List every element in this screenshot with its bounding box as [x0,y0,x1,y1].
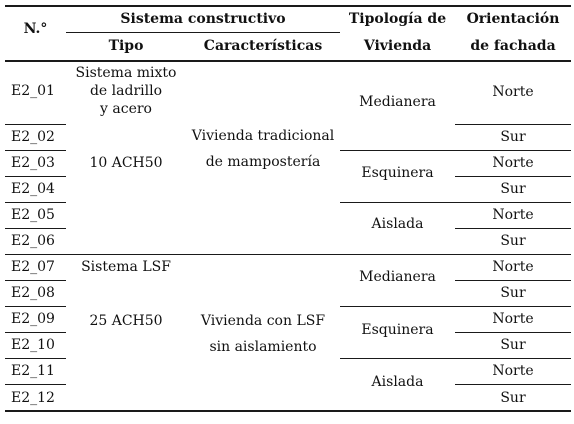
row-id: E2_05 [11,207,55,223]
group1-caract-line: de mampostería [205,154,321,170]
tipologia-rule [340,150,455,151]
row-id: E2_08 [11,285,55,301]
group1-tipo-line: de ladrillo [89,83,163,99]
orient-rule [455,384,571,385]
orient-rule [455,358,571,359]
orient-rule [455,280,571,281]
orient-rule [455,306,571,307]
row-rule [5,176,66,177]
row-id: E2_01 [11,83,55,99]
tipologia-cell: Medianera [359,269,436,285]
orient-rule [455,228,571,229]
orient-rule [455,332,571,333]
tipologia-cell: Medianera [359,94,436,110]
header-n: N.° [23,21,48,37]
group1-tipo-ach: 10 ACH50 [89,155,163,171]
group1-tipo-line: Sistema mixto [75,65,177,81]
group2-tipo-ach: 25 ACH50 [89,313,163,329]
header-bottom-rule [5,60,571,62]
row-id: E2_07 [11,259,55,275]
group2-tipo-line: Sistema LSF [81,259,171,275]
row-rule [5,150,66,151]
bottom-rule [5,410,571,412]
header-tipologia-line2: Vivienda [363,38,432,54]
orientacion-cell: Norte [492,363,534,379]
tipologia-cell: Esquinera [361,165,434,181]
tipologia-rule [340,358,455,359]
orientacion-cell: Norte [492,84,534,100]
header-orientacion-line1: Orientación [466,11,560,27]
orientacion-cell: Norte [492,207,534,223]
orientacion-cell: Sur [500,129,526,145]
row-id: E2_11 [11,363,55,379]
orient-rule [455,202,571,203]
orient-rule [455,176,571,177]
row-id: E2_02 [11,129,55,145]
orientacion-cell: Sur [500,390,526,406]
tipologia-cell: Aislada [371,374,424,390]
row-rule [5,202,66,203]
row-rule [5,124,66,125]
orient-rule [455,124,571,125]
orientacion-cell: Sur [500,337,526,353]
row-id: E2_09 [11,311,55,327]
tipologia-rule [340,306,455,307]
orientacion-cell: Norte [492,311,534,327]
orient-rule [455,150,571,151]
tipologia-cell: Esquinera [361,322,434,338]
row-rule [5,228,66,229]
row-rule [5,280,66,281]
sistema-underline [66,32,340,33]
header-caracteristicas: Características [203,38,323,54]
row-id: E2_10 [11,337,55,353]
row-id: E2_04 [11,181,55,197]
row-id: E2_06 [11,233,55,249]
top-rule [5,5,571,7]
group-separator-rule [5,254,571,255]
row-id: E2_12 [11,390,55,406]
group2-caract-line: Vivienda con LSF [200,313,326,329]
header-orientacion-line2: de fachada [470,38,556,54]
row-rule [5,384,66,385]
group2-caract-line: sin aislamiento [209,339,317,355]
orientacion-cell: Sur [500,285,526,301]
orientacion-cell: Sur [500,181,526,197]
tipologia-cell: Aislada [371,216,424,232]
header-tipo: Tipo [108,38,144,54]
group1-tipo-line: y acero [100,101,152,117]
header-sistema: Sistema constructivo [120,11,286,27]
tipologia-rule [340,202,455,203]
row-rule [5,332,66,333]
orientacion-cell: Norte [492,259,534,275]
orientacion-cell: Sur [500,233,526,249]
row-rule [5,358,66,359]
orientacion-cell: Norte [492,155,534,171]
row-id: E2_03 [11,155,55,171]
row-rule [5,306,66,307]
group1-caract-line: Vivienda tradicional [191,128,335,144]
header-tipologia-line1: Tipología de [348,11,447,27]
